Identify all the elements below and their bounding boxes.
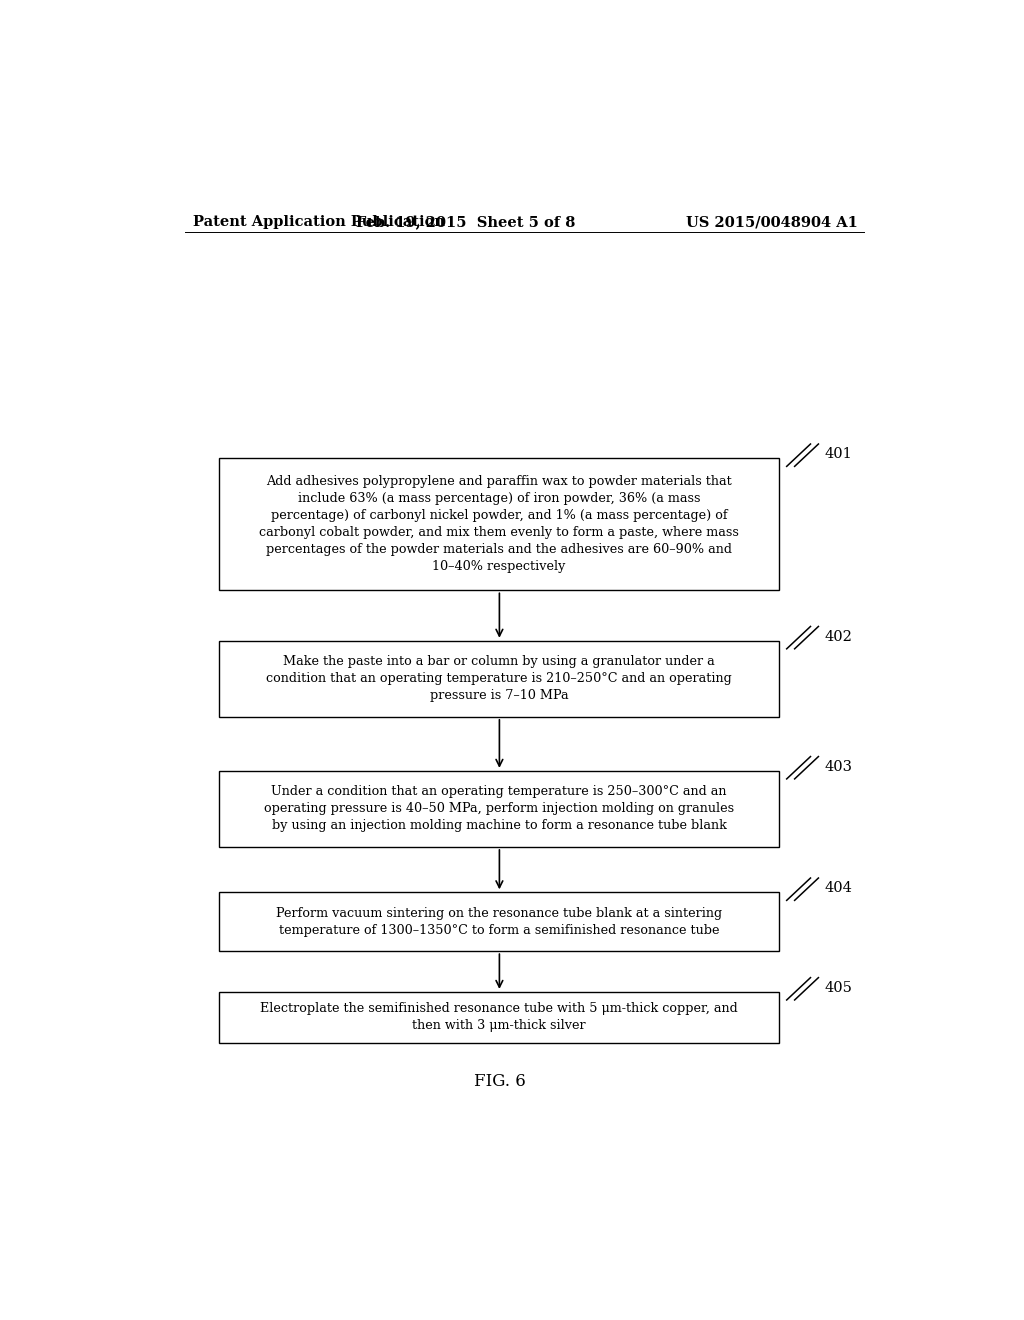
Text: Add adhesives polypropylene and paraffin wax to powder materials that
include 63: Add adhesives polypropylene and paraffin… bbox=[259, 475, 739, 573]
Text: FIG. 6: FIG. 6 bbox=[473, 1073, 525, 1090]
Bar bbox=[219, 458, 778, 590]
Text: Perform vacuum sintering on the resonance tube blank at a sintering
temperature : Perform vacuum sintering on the resonanc… bbox=[275, 907, 722, 937]
Text: Electroplate the semifinished resonance tube with 5 μm-thick copper, and
then wi: Electroplate the semifinished resonance … bbox=[260, 1002, 738, 1032]
Text: Make the paste into a bar or column by using a granulator under a
condition that: Make the paste into a bar or column by u… bbox=[266, 655, 732, 702]
Text: 403: 403 bbox=[824, 760, 853, 774]
Bar bbox=[219, 991, 778, 1043]
Text: 401: 401 bbox=[824, 447, 853, 461]
Text: 404: 404 bbox=[824, 882, 853, 895]
Bar bbox=[219, 640, 778, 717]
Text: 405: 405 bbox=[824, 981, 853, 995]
Text: Feb. 19, 2015  Sheet 5 of 8: Feb. 19, 2015 Sheet 5 of 8 bbox=[355, 215, 574, 230]
Text: US 2015/0048904 A1: US 2015/0048904 A1 bbox=[686, 215, 858, 230]
Text: 402: 402 bbox=[824, 630, 853, 644]
Text: Patent Application Publication: Patent Application Publication bbox=[194, 215, 445, 230]
Bar bbox=[219, 771, 778, 847]
Bar bbox=[219, 892, 778, 952]
Text: Under a condition that an operating temperature is 250–300°C and an
operating pr: Under a condition that an operating temp… bbox=[264, 785, 734, 833]
